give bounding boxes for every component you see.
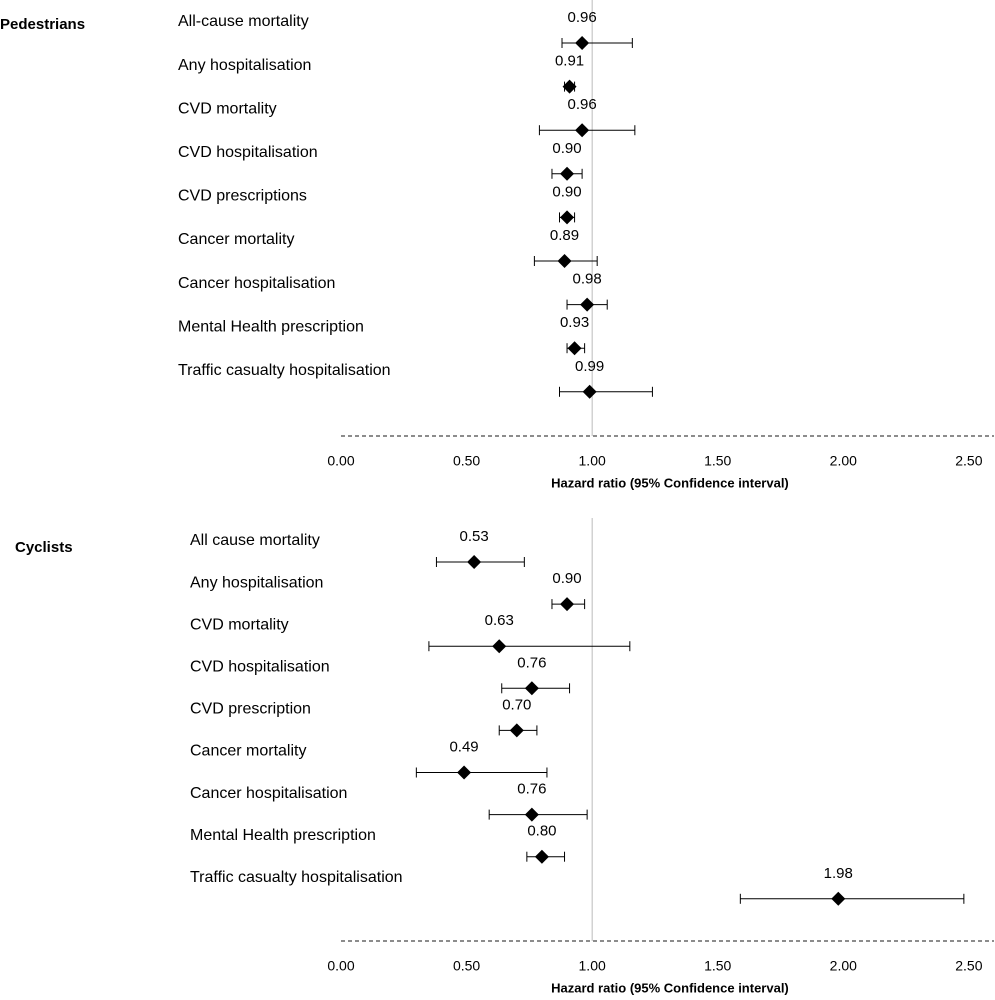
category-label: Mental Health prescription — [178, 318, 364, 335]
point-estimate — [524, 681, 539, 696]
value-label: 1.98 — [824, 865, 853, 882]
value-label: 0.96 — [568, 96, 597, 113]
point-estimate — [567, 341, 582, 356]
x-tick-label: 2.50 — [955, 958, 982, 974]
x-tick-label: 1.50 — [704, 958, 731, 974]
point-estimate — [831, 891, 846, 906]
category-label: CVD prescription — [190, 701, 311, 718]
category-label: Cancer mortality — [190, 743, 306, 760]
value-label: 0.98 — [573, 271, 602, 288]
category-label: CVD mortality — [178, 100, 277, 117]
category-label: Any hospitalisation — [178, 57, 311, 74]
panel-title: Cyclists — [15, 539, 73, 556]
point-estimate — [560, 210, 575, 225]
x-tick-label: 0.50 — [453, 958, 480, 974]
x-axis-label: Hazard ratio (95% Confidence interval) — [551, 980, 789, 995]
category-label: Mental Health prescription — [190, 827, 376, 844]
category-label: CVD mortality — [190, 616, 289, 633]
category-label: Any hospitalisation — [190, 574, 323, 591]
point-estimate — [509, 723, 524, 738]
category-label: CVD hospitalisation — [190, 659, 330, 676]
x-tick-label: 2.00 — [830, 453, 857, 469]
panel-title: Pedestrians — [0, 16, 85, 33]
point-estimate — [557, 254, 572, 268]
x-tick-label: 2.50 — [955, 453, 982, 469]
point-estimate — [562, 79, 577, 94]
x-tick-label: 0.50 — [453, 453, 480, 469]
point-estimate — [524, 807, 539, 822]
value-label: 0.89 — [550, 227, 579, 244]
category-label: Traffic casualty hospitalisation — [178, 362, 391, 379]
point-estimate — [580, 297, 595, 312]
category-label: CVD hospitalisation — [178, 144, 318, 161]
point-estimate — [492, 639, 507, 654]
point-estimate — [575, 36, 590, 50]
value-label: 0.96 — [568, 9, 597, 26]
category-label: Traffic casualty hospitalisation — [190, 869, 403, 886]
category-label: All-cause mortality — [178, 13, 309, 30]
x-tick-label: 1.00 — [579, 958, 606, 974]
value-label: 0.90 — [552, 140, 581, 157]
category-label: All cause mortality — [190, 532, 320, 549]
value-label: 0.76 — [517, 781, 546, 798]
x-axis-label: Hazard ratio (95% Confidence interval) — [551, 475, 789, 490]
point-estimate — [534, 849, 549, 864]
value-label: 0.99 — [575, 358, 604, 375]
value-label: 0.63 — [485, 612, 514, 629]
value-label: 0.53 — [460, 528, 489, 545]
point-estimate — [467, 555, 482, 569]
x-tick-label: 0.00 — [327, 958, 354, 974]
value-label: 0.76 — [517, 654, 546, 671]
point-estimate — [457, 765, 472, 780]
point-estimate — [560, 166, 575, 181]
category-label: Cancer hospitalisation — [190, 785, 347, 802]
value-label: 0.90 — [552, 183, 581, 200]
x-tick-label: 2.00 — [830, 958, 857, 974]
category-label: Cancer mortality — [178, 231, 294, 248]
x-tick-label: 1.50 — [704, 453, 731, 469]
category-label: Cancer hospitalisation — [178, 275, 335, 292]
point-estimate — [560, 597, 575, 612]
value-label: 0.91 — [555, 53, 584, 70]
x-tick-label: 1.00 — [579, 453, 606, 469]
value-label: 0.90 — [552, 570, 581, 587]
x-tick-label: 0.00 — [327, 453, 354, 469]
category-label: CVD prescriptions — [178, 188, 307, 205]
point-estimate — [582, 384, 597, 399]
value-label: 0.70 — [502, 696, 531, 713]
value-label: 0.80 — [527, 823, 556, 840]
value-label: 0.49 — [449, 738, 478, 755]
value-label: 0.93 — [560, 314, 589, 331]
point-estimate — [575, 123, 590, 138]
